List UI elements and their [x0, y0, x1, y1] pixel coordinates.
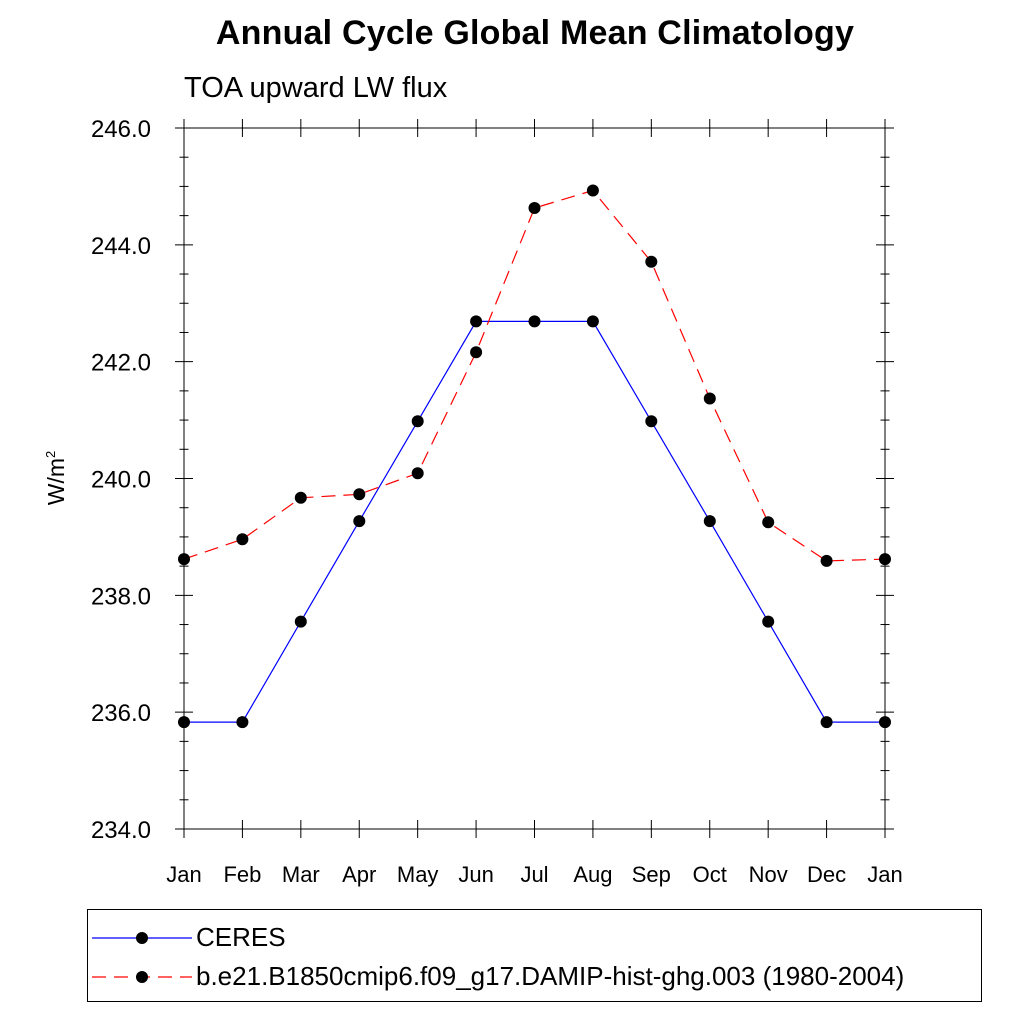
series-0-point [236, 716, 249, 729]
series-1-point [586, 184, 599, 197]
y-tick-label: 234.0 [91, 817, 151, 844]
series-1-point [470, 346, 483, 359]
series-1-point [528, 202, 541, 214]
series-0-point [762, 615, 775, 628]
series-1-point [762, 516, 775, 529]
series-1-point [411, 467, 424, 480]
chart-subtitle: TOA upward LW flux [184, 72, 448, 104]
series-1-point [820, 554, 833, 567]
series-0-point [411, 415, 424, 428]
y-tick-label: 238.0 [91, 583, 151, 610]
legend-label-model: b.e21.B1850cmip6.f09_g17.DAMIP-hist-ghg.… [196, 961, 905, 991]
legend-swatch-ceres [92, 932, 192, 944]
series-1-point [645, 255, 658, 268]
y-axis-label: W/m2 [43, 451, 69, 506]
legend-swatch-model [92, 971, 192, 983]
series-0-point [586, 315, 599, 328]
legend-label-ceres: CERES [196, 922, 286, 952]
x-tick-label: Nov [749, 862, 788, 887]
series-0-point [528, 315, 541, 328]
series-1-point [294, 491, 307, 504]
series-0-point [645, 415, 658, 428]
series-0-point [703, 515, 716, 528]
series-line-1 [183, 189, 886, 562]
plot-frame [183, 127, 886, 830]
x-tick-label: Jun [458, 862, 493, 887]
y-tick-label: 236.0 [91, 700, 151, 727]
series-1-point [879, 553, 891, 566]
x-tick-label: Feb [223, 862, 261, 887]
x-tick-label: Dec [807, 862, 846, 887]
chart-title: Annual Cycle Global Mean Climatology [215, 14, 855, 52]
series-0-point [353, 515, 366, 528]
series-0-point [294, 615, 307, 628]
series-0-point [879, 716, 891, 729]
x-tick-label: Oct [693, 862, 727, 887]
x-tick-label: Mar [282, 862, 320, 887]
y-tick-label: 246.0 [91, 116, 151, 143]
series-1-point [353, 488, 366, 501]
series-0-point [470, 315, 483, 328]
x-tick-label: May [397, 862, 439, 887]
y-tick-label: 240.0 [91, 467, 151, 494]
legend: CERES b.e21.B1850cmip6.f09_g17.DAMIP-his… [87, 909, 982, 1002]
series-0-point [820, 716, 833, 729]
series-0-point [178, 716, 190, 729]
y-tick-label: 242.0 [91, 350, 151, 377]
y-tick-label: 244.0 [91, 233, 151, 260]
x-tick-label: Aug [573, 862, 612, 887]
x-tick-label: Apr [342, 862, 376, 887]
x-tick-label: Jan [867, 862, 902, 887]
x-tick-label: Jul [520, 862, 548, 887]
x-tick-label: Sep [632, 862, 671, 887]
series-line-0 [184, 320, 885, 723]
x-tick-label: Jan [166, 862, 201, 887]
series-1-point [236, 533, 249, 546]
series-1-point [178, 553, 190, 566]
series-1-point [703, 392, 716, 405]
